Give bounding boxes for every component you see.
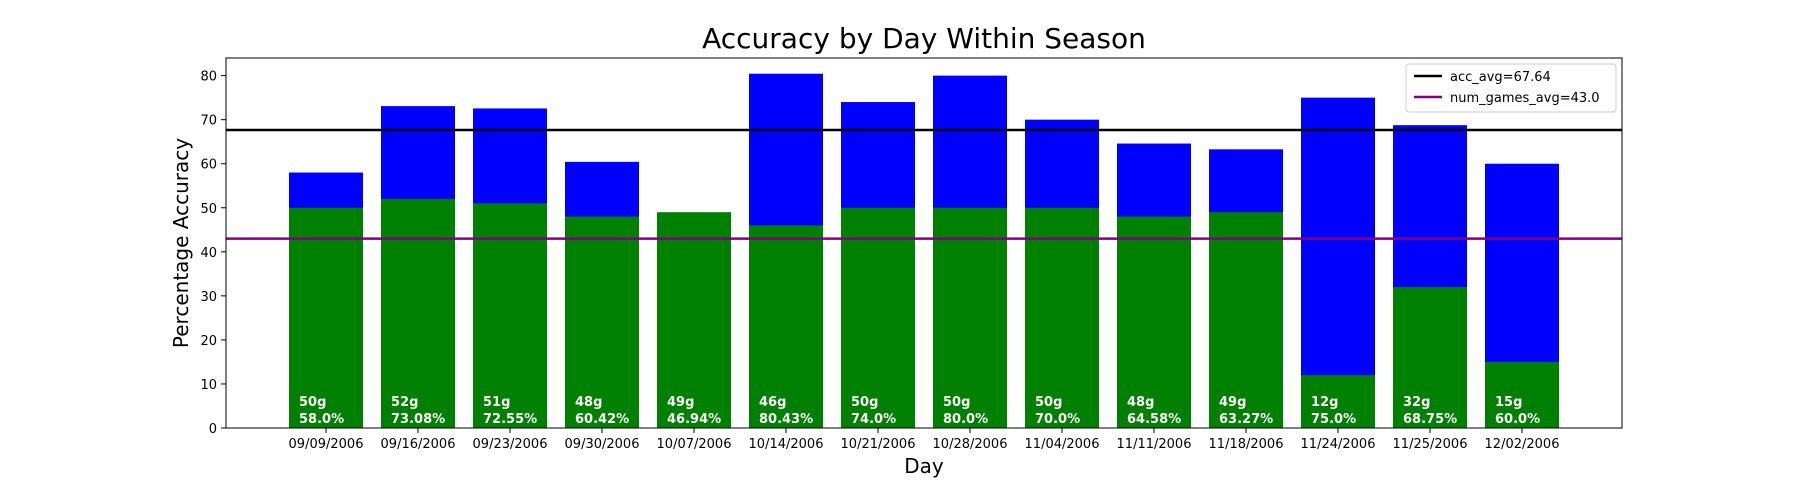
bar-label-accuracy-4: 46.94% — [667, 412, 721, 427]
bar-games-0 — [289, 207, 363, 428]
x-tick-label-10: 11/18/2006 — [1209, 437, 1284, 452]
y-tick-label-30: 30 — [200, 290, 217, 305]
legend-label-0: acc_avg=67.64 — [1450, 70, 1551, 85]
bar-label-games-4: 49g — [667, 395, 694, 410]
plot-area-frame — [225, 57, 1623, 429]
bar-label-games-13: 15g — [1495, 395, 1522, 410]
x-tick-label-7: 10/28/2006 — [933, 437, 1008, 452]
x-axis-title: Day — [904, 454, 944, 478]
bar-games-5 — [749, 225, 823, 428]
bar-games-3 — [565, 216, 639, 428]
bar-label-games-5: 46g — [759, 395, 786, 410]
bar-games-13 — [1485, 361, 1559, 428]
x-tick-label-2: 09/23/2006 — [473, 437, 548, 452]
x-tick-label-13: 12/02/2006 — [1485, 437, 1560, 452]
x-tick-label-0: 09/09/2006 — [289, 437, 364, 452]
y-tick-label-60: 60 — [200, 158, 217, 173]
bar-label-games-10: 49g — [1219, 395, 1246, 410]
bar-games-2 — [473, 203, 547, 428]
bar-label-games-8: 50g — [1035, 395, 1062, 410]
bar-games-6 — [841, 207, 915, 428]
bar-label-games-6: 50g — [851, 395, 878, 410]
bar-games-10 — [1209, 212, 1283, 428]
y-tick-label-40: 40 — [200, 246, 217, 261]
x-tick-label-8: 11/04/2006 — [1025, 437, 1100, 452]
x-tick-label-5: 10/14/2006 — [749, 437, 824, 452]
bar-label-games-11: 12g — [1311, 395, 1338, 410]
bar-games-11 — [1301, 375, 1375, 428]
bar-label-games-12: 32g — [1403, 395, 1430, 410]
x-tick-label-1: 09/16/2006 — [381, 437, 456, 452]
y-tick-label-10: 10 — [200, 378, 217, 393]
bar-games-4 — [657, 212, 731, 428]
y-tick-label-20: 20 — [200, 334, 217, 349]
x-tick-label-6: 10/21/2006 — [841, 437, 916, 452]
bar-label-accuracy-0: 58.0% — [299, 412, 344, 427]
bar-label-games-2: 51g — [483, 395, 510, 410]
x-tick-label-12: 11/25/2006 — [1393, 437, 1468, 452]
bar-games-8 — [1025, 207, 1099, 428]
y-tick-label-0: 0 — [209, 422, 217, 437]
bar-label-accuracy-7: 80.0% — [943, 412, 988, 427]
bar-label-games-1: 52g — [391, 395, 418, 410]
bar-games-12 — [1393, 287, 1467, 428]
bar-games-9 — [1117, 216, 1191, 428]
legend-label-1: num_games_avg=43.0 — [1450, 91, 1600, 106]
bar-games-7 — [933, 207, 1007, 428]
bar-accuracy-11 — [1301, 97, 1375, 429]
bar-label-accuracy-5: 80.43% — [759, 412, 813, 427]
y-tick-label-70: 70 — [200, 114, 217, 129]
x-tick-label-4: 10/07/2006 — [657, 437, 732, 452]
x-tick-label-3: 09/30/2006 — [565, 437, 640, 452]
bar-label-games-7: 50g — [943, 395, 970, 410]
legend: acc_avg=67.64 num_games_avg=43.0 — [1405, 63, 1617, 113]
bar-label-games-3: 48g — [575, 395, 602, 410]
legend-box — [1405, 63, 1617, 113]
bar-label-accuracy-10: 63.27% — [1219, 412, 1273, 427]
x-tick-label-9: 11/11/2006 — [1117, 437, 1192, 452]
bar-games-1 — [381, 198, 455, 428]
bar-label-accuracy-9: 64.58% — [1127, 412, 1181, 427]
bar-label-accuracy-6: 74.0% — [851, 412, 896, 427]
bar-label-accuracy-12: 68.75% — [1403, 412, 1457, 427]
bar-label-accuracy-3: 60.42% — [575, 412, 629, 427]
y-tick-label-50: 50 — [200, 202, 217, 217]
y-tick-label-80: 80 — [200, 70, 217, 85]
bar-label-accuracy-2: 72.55% — [483, 412, 537, 427]
bar-label-games-9: 48g — [1127, 395, 1154, 410]
chart-title: Accuracy by Day Within Season — [702, 22, 1146, 55]
bar-label-accuracy-11: 75.0% — [1311, 412, 1356, 427]
y-axis-title: Percentage Accuracy — [169, 138, 193, 348]
x-tick-label-11: 11/24/2006 — [1301, 437, 1376, 452]
bar-label-accuracy-8: 70.0% — [1035, 412, 1080, 427]
bar-label-accuracy-1: 73.08% — [391, 412, 445, 427]
bar-label-accuracy-13: 60.0% — [1495, 412, 1540, 427]
bar-label-games-0: 50g — [299, 395, 326, 410]
